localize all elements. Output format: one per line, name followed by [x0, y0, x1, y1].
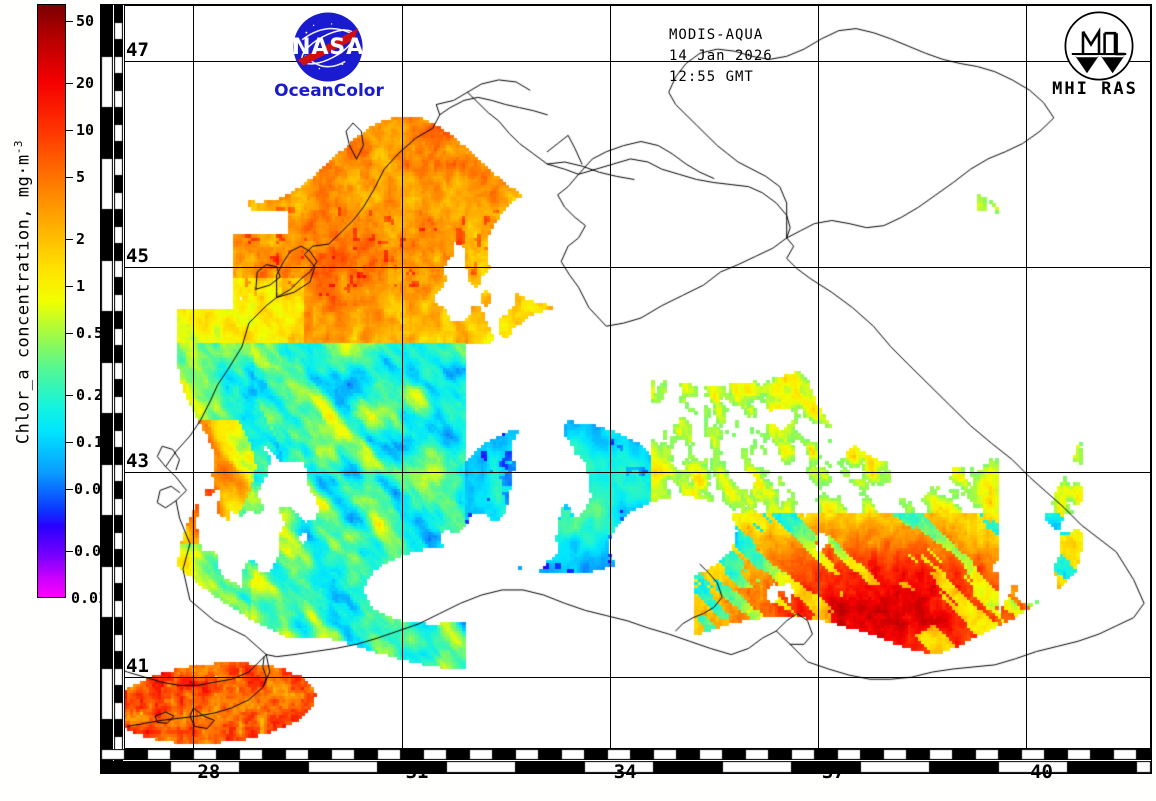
longitude-label: 37: [821, 761, 845, 783]
latitude-label: 43: [126, 449, 149, 472]
colorbar-tick: [66, 176, 73, 178]
colorbar-gradient: [37, 4, 66, 598]
colorbar-tick: [66, 285, 73, 287]
colorbar-title-exponent: -3: [12, 139, 25, 155]
latitude-label: 41: [126, 655, 149, 678]
colorbar-tick-label: 0.1: [76, 432, 104, 451]
mhi-ras-logo: MHI RAS: [1024, 9, 1151, 105]
longitude-label: 28: [197, 761, 221, 783]
colorbar-tick-label: 2: [76, 229, 86, 248]
latitude-minor-band: [114, 5, 123, 773]
colorbar-title-main: Chlor_a concentration, mg: [13, 175, 34, 445]
colorbar-tick-label: 20: [76, 73, 95, 92]
mhi-ras-label: MHI RAS: [1052, 79, 1138, 99]
longitude-label: 40: [1030, 761, 1053, 783]
nasa-meatball-icon: NASA: [292, 12, 364, 82]
parallel-line: [124, 472, 1151, 473]
colorbar-tick: [66, 394, 73, 396]
meridian-line: [610, 5, 611, 749]
map-outer-rule: [100, 4, 1152, 774]
sensor-name: MODIS-AQUA: [669, 27, 764, 43]
map-plot-area[interactable]: MODIS-AQUA 14 Jan 2026 12:55 GMT NASA: [124, 5, 1151, 749]
acquisition-time: 12:55 GMT: [669, 69, 754, 85]
colorbar-tick-label: 1: [76, 276, 86, 295]
latitude-label: 47: [126, 39, 149, 62]
colorbar-axis-title: Chlor_a concentration, mg·m-3: [12, 82, 36, 502]
longitude-minor-band: [101, 749, 1151, 760]
map-frame: MODIS-AQUA 14 Jan 2026 12:55 GMT NASA: [100, 4, 1152, 783]
colorbar-tick-label: 5: [76, 167, 86, 186]
colorbar-tick: [66, 82, 73, 84]
colorbar-tick: [66, 441, 73, 443]
svg-text:NASA: NASA: [292, 34, 364, 60]
parallel-line: [124, 677, 1151, 678]
coastline-layer: [124, 5, 1151, 749]
longitude-graduated-band: [101, 761, 1151, 773]
parallel-line: [124, 267, 1151, 268]
colorbar-tick: [66, 332, 73, 334]
colorbar-tick: [66, 20, 73, 22]
colorbar-frame: [37, 4, 66, 598]
colorbar: [37, 4, 66, 598]
colorbar-tick: [66, 488, 73, 490]
meridian-line: [1026, 5, 1027, 749]
colorbar-tick: [66, 551, 73, 553]
meridian-line: [193, 5, 194, 749]
meridian-line: [818, 5, 819, 749]
colorbar-tick-label: 50: [76, 11, 95, 30]
longitude-label: 31: [405, 761, 429, 783]
meridian-line: [402, 5, 403, 749]
parallel-line: [124, 61, 1151, 62]
acquisition-date: 14 Jan 2026: [669, 48, 773, 64]
latitude-label: 45: [126, 244, 149, 267]
colorbar-tick-label: 0.01: [71, 589, 108, 607]
colorbar-tick: [66, 129, 73, 131]
colorbar-tick-label: 0.5: [76, 323, 104, 342]
longitude-label: 34: [613, 761, 637, 783]
acquisition-info: MODIS-AQUA 14 Jan 2026 12:55 GMT: [669, 25, 773, 88]
mhi-emblem-icon: [1064, 11, 1134, 81]
latitude-graduated-band: [101, 5, 113, 773]
oceancolor-label: OceanColor: [274, 81, 384, 101]
colorbar-title-unit: ·m: [13, 154, 34, 176]
colorbar-tick-label: 10: [76, 120, 95, 139]
colorbar-tick-label: 0.2: [76, 385, 104, 404]
nasa-oceancolor-logo: NASA OceanColor: [264, 11, 394, 103]
colorbar-tick: [66, 238, 73, 240]
